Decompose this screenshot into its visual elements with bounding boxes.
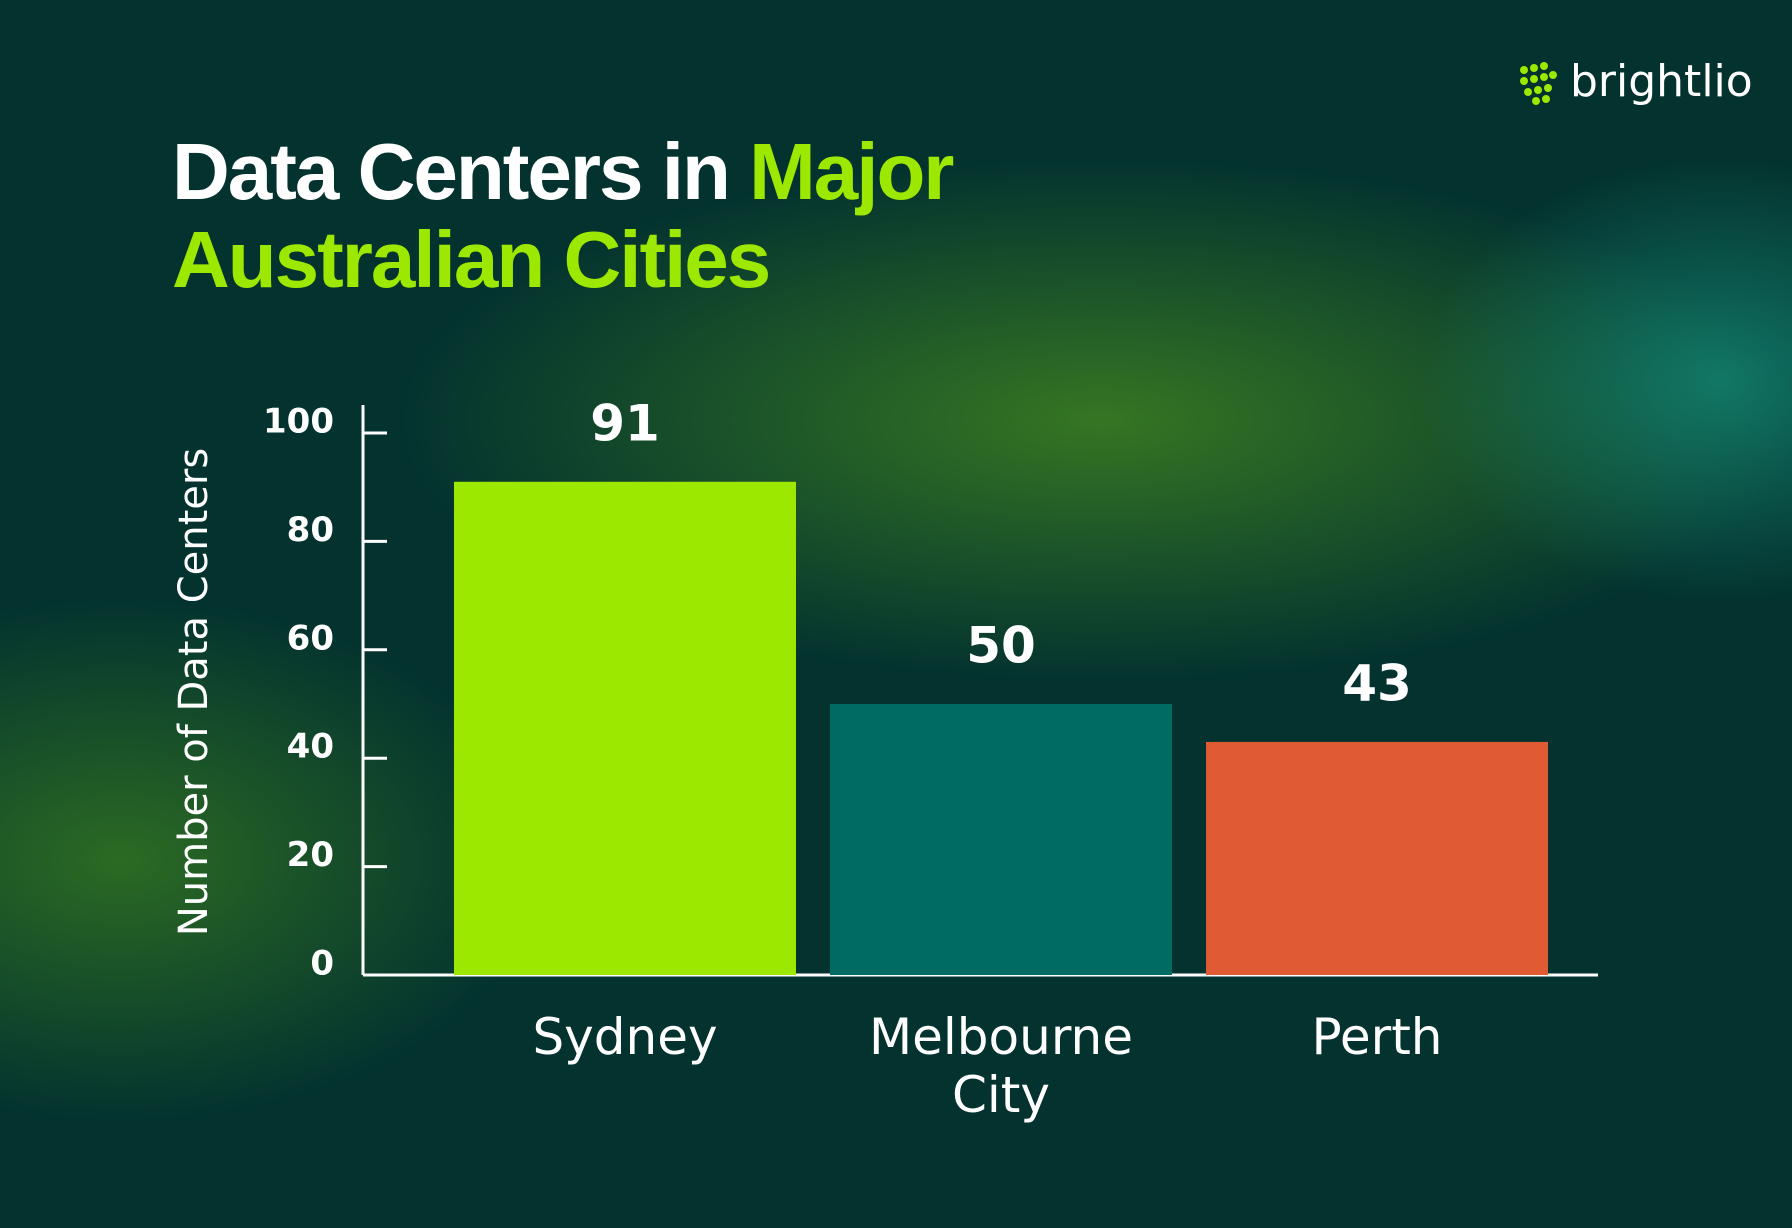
chart-title: Data Centers in Major Australian Cities	[172, 128, 1072, 304]
value-label: 43	[1342, 654, 1412, 712]
y-axis-label: Number of Data Centers	[171, 448, 217, 936]
brand: brightlio	[1570, 56, 1753, 107]
bar	[830, 704, 1172, 975]
bar	[454, 481, 796, 975]
value-label: 91	[590, 394, 660, 452]
y-tick-label: 20	[287, 835, 334, 875]
y-tick-label: 80	[287, 510, 334, 550]
title-highlight: Major Australian Cities	[172, 127, 954, 304]
x-tick-label: Perth	[1311, 1008, 1443, 1066]
y-tick-label: 0	[310, 944, 334, 984]
x-tick-label: Sydney	[532, 1008, 718, 1066]
y-tick-label: 60	[287, 618, 334, 658]
value-label: 50	[966, 617, 1036, 675]
y-tick-label: 40	[287, 727, 334, 767]
logo-icon	[1520, 62, 1557, 105]
title-part: Data Centers in	[172, 127, 731, 216]
x-tick-label: Melbourne City	[869, 1008, 1133, 1124]
y-tick-label: 100	[263, 402, 334, 442]
bar	[1206, 741, 1548, 975]
